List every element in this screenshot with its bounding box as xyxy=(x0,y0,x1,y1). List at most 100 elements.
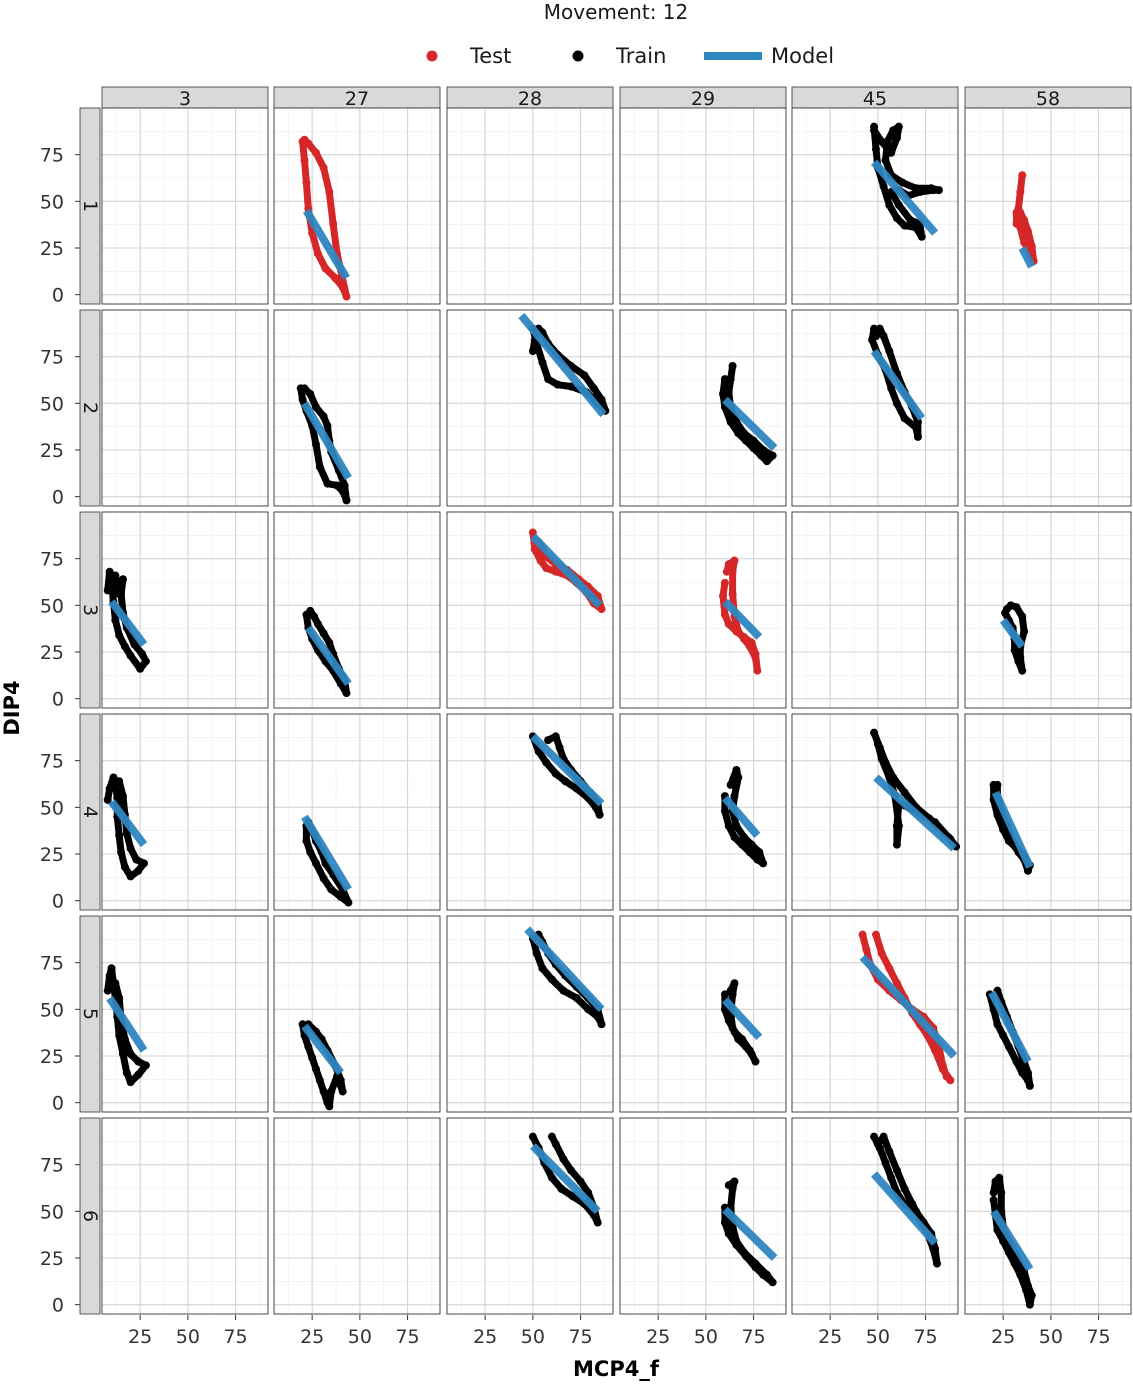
train-point xyxy=(730,979,739,988)
panel-border xyxy=(446,1117,614,1315)
legend-marker-test xyxy=(426,50,438,62)
panel-row-1-col-29 xyxy=(619,107,787,305)
train-point xyxy=(118,1050,127,1059)
train-point xyxy=(730,792,739,801)
test-point xyxy=(530,545,539,554)
train-point xyxy=(732,766,741,774)
panel-background xyxy=(965,1118,1131,1314)
test-point xyxy=(1012,219,1021,228)
panel-border xyxy=(101,309,269,507)
y-tick-label: 75 xyxy=(40,953,64,975)
panel-background xyxy=(274,310,440,506)
y-tick-label: 75 xyxy=(40,347,64,369)
train-point xyxy=(900,221,909,230)
train-point xyxy=(724,822,733,830)
train-point xyxy=(1020,627,1029,636)
train-point xyxy=(768,451,777,460)
train-point xyxy=(1010,646,1019,655)
train-point xyxy=(993,780,1002,789)
panel-background xyxy=(620,1118,786,1314)
row-strip-label-5: 5 xyxy=(79,1008,101,1020)
train-point xyxy=(315,462,324,471)
y-tick-label: 75 xyxy=(40,1155,64,1177)
legend-item-test: Test xyxy=(426,44,511,68)
train-point xyxy=(912,184,921,193)
train-trace xyxy=(529,1133,602,1226)
panel-row-2-col-3 xyxy=(101,309,269,507)
train-point xyxy=(900,788,909,797)
y-tick-label: 0 xyxy=(52,487,64,509)
panel-row-2-col-27 xyxy=(273,309,441,507)
panel-border xyxy=(964,309,1132,507)
train-point xyxy=(120,642,129,651)
model-line xyxy=(303,208,350,280)
train-point xyxy=(934,186,943,195)
train-point xyxy=(306,390,315,398)
panel-data-row-5-col-27 xyxy=(298,1020,347,1111)
train-point xyxy=(989,1196,998,1205)
column-strip-label-58: 58 xyxy=(1036,88,1060,110)
train-point xyxy=(311,403,320,412)
train-point xyxy=(728,362,737,370)
train-point xyxy=(724,388,733,397)
test-point xyxy=(745,642,754,651)
panel-background xyxy=(965,916,1131,1112)
train-point xyxy=(887,384,896,393)
train-point xyxy=(136,664,145,673)
train-point xyxy=(584,1005,593,1014)
train-point xyxy=(892,1166,901,1175)
train-point xyxy=(881,1158,890,1167)
train-point xyxy=(751,1057,760,1066)
panel-row-1-col-27 xyxy=(273,107,441,305)
row-strip-label-4: 4 xyxy=(79,806,101,818)
panel-data-row-6-col-58 xyxy=(989,1173,1036,1309)
train-point xyxy=(559,986,568,995)
panel-data-row-1-col-58 xyxy=(1012,171,1038,269)
train-point xyxy=(117,848,126,857)
train-point xyxy=(741,436,750,445)
panel-border xyxy=(791,309,959,507)
train-point xyxy=(879,1132,888,1141)
train-point xyxy=(885,1147,894,1156)
model-line xyxy=(999,617,1026,649)
x-tick-label: 75 xyxy=(395,1326,419,1348)
y-tick-label: 0 xyxy=(52,891,64,913)
train-point xyxy=(759,446,768,454)
train-point xyxy=(1023,866,1032,875)
x-tick-label: 75 xyxy=(223,1326,247,1348)
train-point xyxy=(993,1020,1002,1029)
y-tick-label: 25 xyxy=(40,642,64,664)
panel-border xyxy=(964,915,1132,1113)
row-strip-label-6: 6 xyxy=(79,1210,101,1222)
train-point xyxy=(751,1259,760,1268)
panel-background xyxy=(274,916,440,1112)
train-point xyxy=(741,1042,750,1051)
panel-background xyxy=(274,714,440,910)
y-tick-label: 50 xyxy=(40,797,64,819)
train-point xyxy=(115,1031,124,1040)
panel-border xyxy=(964,511,1132,709)
y-tick-label: 50 xyxy=(40,393,64,415)
test-point xyxy=(311,148,320,157)
panel-background xyxy=(102,108,268,304)
test-point xyxy=(597,605,606,614)
facet-grid: 3 27 28 29 45 5812345602550750255075025507502… xyxy=(40,86,1132,1348)
train-point xyxy=(528,1132,537,1141)
panel-row-6-col-27 xyxy=(273,1117,441,1315)
train-point xyxy=(879,182,888,191)
panel-border xyxy=(273,511,441,709)
train-point xyxy=(336,1076,345,1085)
train-point xyxy=(134,866,143,875)
model-line xyxy=(870,348,926,421)
train-point xyxy=(568,1192,577,1201)
train-point xyxy=(730,1177,739,1186)
train-point xyxy=(311,859,320,868)
model-line xyxy=(722,598,763,640)
column-strip-label-3: 3 xyxy=(179,88,191,110)
train-point xyxy=(132,855,141,864)
panel-border xyxy=(273,713,441,911)
train-point xyxy=(894,201,903,210)
train-point xyxy=(887,1173,896,1182)
train-point xyxy=(111,616,120,625)
model-line xyxy=(721,795,761,838)
